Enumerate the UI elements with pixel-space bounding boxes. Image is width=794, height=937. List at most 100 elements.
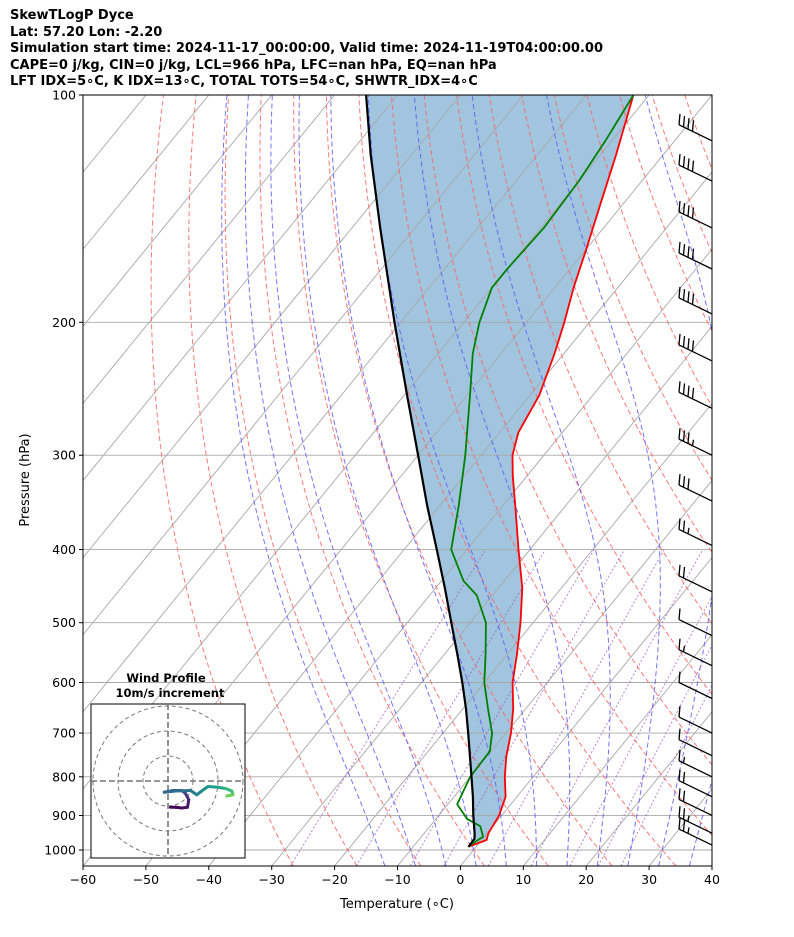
wind-barb-staff	[678, 828, 713, 846]
wind-barb-flag	[687, 815, 690, 822]
wind-barb-flag	[682, 566, 686, 579]
mixing-ratio-line	[290, 549, 487, 866]
wind-barb	[678, 153, 713, 182]
x-tick-label: −20	[321, 872, 347, 887]
wind-barb	[678, 381, 713, 409]
wind-barb-flag	[682, 476, 686, 488]
sounding-profiles	[365, 95, 635, 848]
y-tick-label: 500	[52, 615, 76, 630]
wind-barb	[678, 769, 713, 798]
hodograph-segment	[225, 793, 235, 798]
isotherm-line	[83, 95, 398, 482]
station-location: Lat: 57.20 Lon: -2.20	[10, 24, 163, 40]
isotherm-line	[648, 788, 712, 866]
wind-barb-staff	[678, 816, 713, 834]
moist-adiabat	[270, 95, 447, 866]
x-tick-label: −50	[133, 872, 159, 887]
y-tick-label: 300	[52, 448, 76, 463]
hodograph-segment	[174, 789, 192, 793]
wind-barb-flag	[691, 340, 695, 352]
x-axis-label: Temperature (∘C)	[339, 897, 454, 912]
wind-barb	[678, 428, 713, 456]
wind-barb-flag	[682, 520, 686, 532]
dry-adiabat	[358, 95, 677, 866]
moist-adiabat	[413, 95, 571, 866]
isotherm-line	[271, 325, 712, 866]
wind-barb	[678, 608, 713, 637]
wind-barb-flag	[682, 289, 686, 301]
moist-adiabat	[471, 95, 611, 866]
cape-fill	[366, 95, 634, 847]
y-tick-label: 100	[52, 88, 76, 103]
isotherm-line	[208, 248, 712, 866]
wind-barb-flag	[678, 671, 681, 683]
wind-barb-staff	[678, 649, 713, 667]
isotherm-line	[334, 402, 712, 866]
isotherm-line	[83, 95, 273, 328]
y-axis-label: Pressure (hPa)	[18, 433, 33, 526]
wind-barb	[678, 333, 713, 362]
x-tick-label: 20	[578, 872, 594, 887]
dry-adiabat	[224, 95, 422, 866]
isotherm-line	[522, 633, 712, 866]
stability-parameters: CAPE=0 j/kg, CIN=0 j/kg, LCL=966 hPa, LF…	[10, 57, 497, 73]
dry-adiabat	[293, 95, 549, 866]
wind-barb-staff	[678, 760, 713, 778]
wind-barb-staff	[678, 798, 713, 817]
wind-barb	[678, 200, 713, 229]
x-tick-label: 10	[515, 872, 531, 887]
mixing-ratio-lines	[290, 549, 712, 866]
wind-barb-flag	[691, 439, 695, 446]
hodograph-segment	[206, 785, 220, 789]
parcel-profile-line	[365, 95, 476, 848]
wind-barb-flag	[678, 200, 681, 213]
wind-barb	[678, 788, 713, 817]
wind-barb-staff	[678, 780, 713, 798]
wind-barb-flag	[682, 203, 686, 215]
wind-barb	[678, 817, 713, 846]
hodograph-segment	[162, 789, 177, 794]
dry-adiabats	[150, 95, 794, 866]
hodograph-title: Wind Profile	[126, 671, 206, 685]
wind-barb-flag	[678, 817, 681, 830]
x-tick-label: −40	[196, 872, 222, 887]
wind-barb-flag	[682, 820, 686, 832]
dry-adiabat	[456, 95, 712, 696]
moist-adiabat	[546, 95, 661, 866]
wind-barb-flag	[691, 248, 695, 260]
y-axis-ticks: 100 200 300 400 500 600 700 800 900 1000	[44, 88, 83, 858]
wind-barb-flag	[678, 333, 681, 345]
hodograph-subtitle: 10m/s increment	[116, 686, 225, 700]
isotherm-line	[83, 95, 210, 250]
moist-adiabat	[298, 95, 477, 866]
wind-barb	[678, 241, 713, 270]
x-tick-label: −60	[70, 872, 96, 887]
isotherm-line	[83, 95, 524, 636]
isotherm-line	[83, 95, 461, 559]
wind-barb-flag	[687, 432, 690, 444]
wind-barb-staff	[678, 438, 713, 456]
moist-adiabat	[244, 95, 416, 866]
wind-barb-staff	[678, 618, 713, 637]
wind-barb-flag	[682, 336, 686, 348]
moist-adiabat	[720, 95, 794, 866]
wind-barb-flag	[687, 291, 690, 303]
dry-adiabat	[619, 95, 712, 332]
dry-adiabat	[717, 95, 794, 866]
wind-barb-staff	[678, 739, 713, 757]
x-tick-label: 0	[456, 872, 464, 887]
x-tick-label: 30	[641, 872, 657, 887]
mixing-ratio-line	[487, 549, 665, 866]
wind-barb-flag	[682, 790, 686, 802]
y-tick-label: 200	[52, 315, 76, 330]
dry-adiabat	[259, 95, 485, 866]
wind-barb-flag	[678, 428, 681, 440]
wind-barb-flag	[687, 385, 690, 397]
dry-adiabat	[391, 95, 712, 837]
moist-adiabats	[221, 95, 794, 866]
wind-barb-flag	[678, 806, 681, 818]
wind-barb-flag	[687, 118, 690, 130]
cape-region	[366, 95, 634, 847]
dry-adiabat	[783, 95, 794, 866]
